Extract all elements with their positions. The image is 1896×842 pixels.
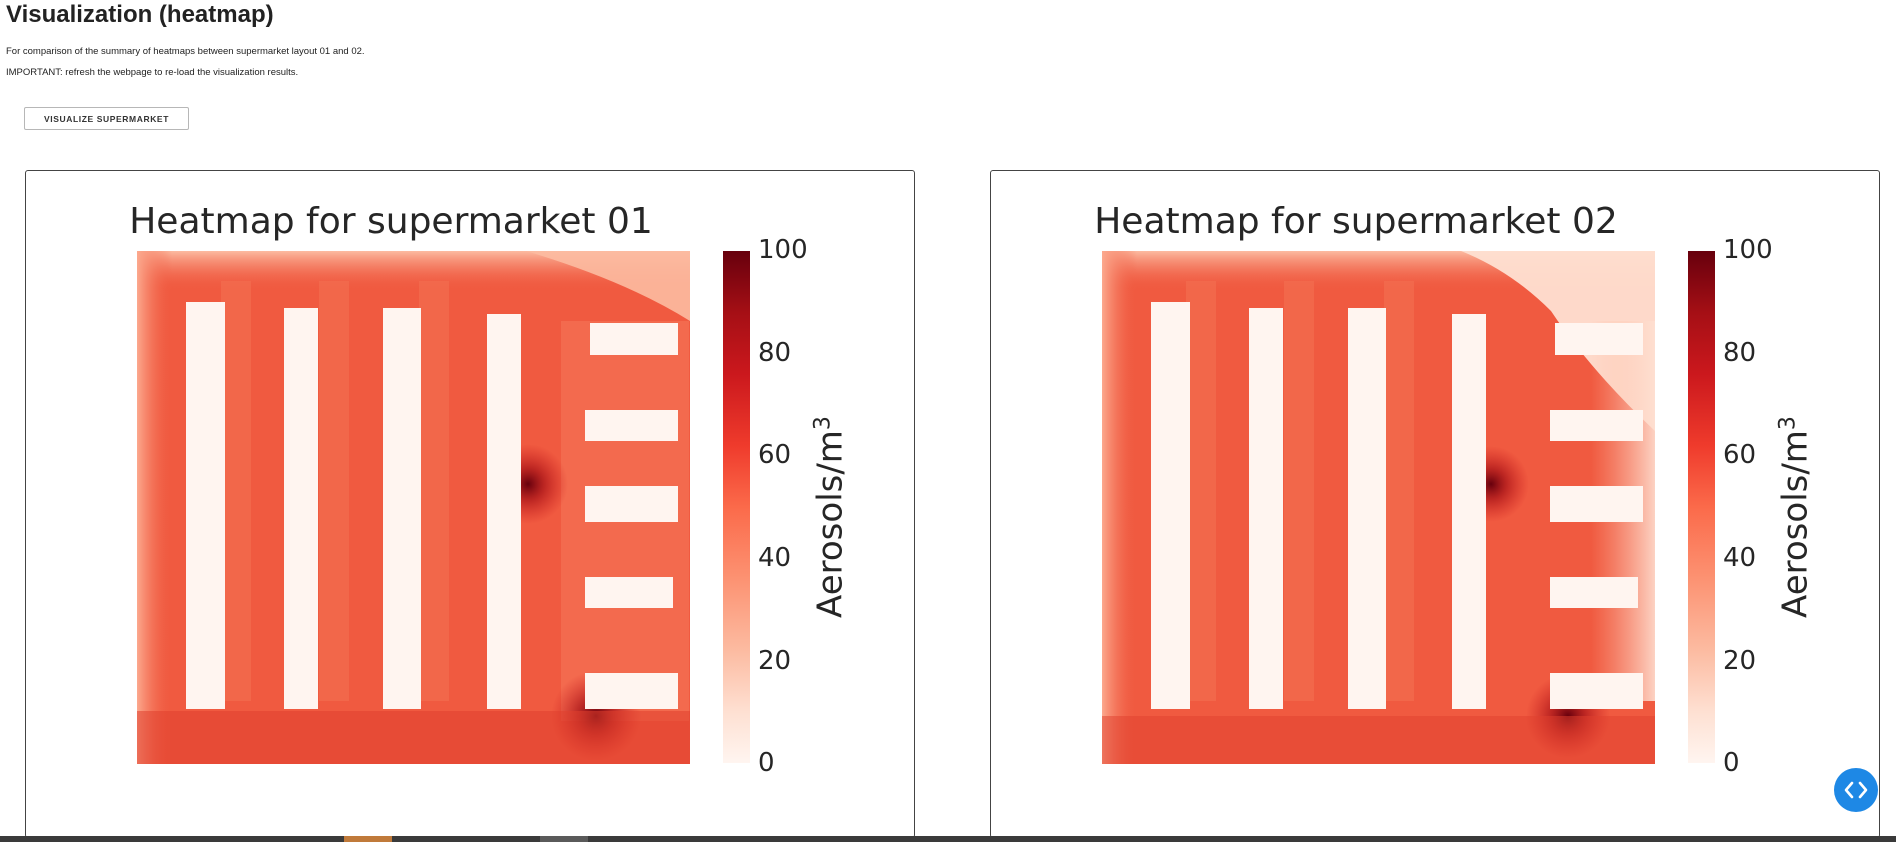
colorbar-tick: 60 <box>758 440 792 470</box>
colorbar-tick: 60 <box>1723 440 1757 470</box>
shelf <box>1249 308 1283 709</box>
aisle-band <box>1284 281 1314 701</box>
colorbar-tick: 100 <box>758 235 808 265</box>
aisle-band <box>419 281 449 701</box>
page-title: Visualization (heatmap) <box>6 1 274 28</box>
heatmap-plot <box>137 251 690 764</box>
shelf <box>1151 302 1190 709</box>
shelf <box>1550 486 1643 522</box>
colorbar-tick: 0 <box>758 748 775 778</box>
colorbar-label: Aerosols/m3 <box>1775 416 1816 618</box>
shelf <box>1555 323 1643 355</box>
heatmap-title: Heatmap for supermarket 02 <box>1094 201 1618 242</box>
colorbar-tick: 0 <box>1723 748 1740 778</box>
shelf <box>1452 314 1486 709</box>
code-brackets-icon[interactable] <box>1834 768 1878 812</box>
shelf <box>1348 308 1386 709</box>
heat-bottom-band <box>1102 716 1655 764</box>
shelf <box>1550 410 1643 441</box>
heat-edge-left <box>1102 251 1137 764</box>
colorbar-tick: 20 <box>1723 646 1757 676</box>
colorbar-tick: 40 <box>1723 543 1757 573</box>
aisle-band <box>1186 281 1216 701</box>
shelf <box>585 486 678 522</box>
shelf <box>1550 577 1638 608</box>
shelf <box>487 314 521 709</box>
colorbar-tick: 20 <box>758 646 792 676</box>
heat-edge-left <box>137 251 172 764</box>
heat-bottom-band <box>137 711 690 764</box>
shelf <box>284 308 318 709</box>
bottom-scrollbar[interactable] <box>0 836 1896 842</box>
colorbar-label: Aerosols/m3 <box>810 416 851 618</box>
colorbar <box>723 251 750 763</box>
scrollbar-segment[interactable] <box>540 836 588 842</box>
aisle-band <box>1384 281 1414 701</box>
heatmap-panel-01: Heatmap for supermarket 01 <box>25 170 915 838</box>
shelf <box>585 577 673 608</box>
colorbar-tick: 40 <box>758 543 792 573</box>
colorbar-tick: 80 <box>1723 338 1757 368</box>
aisle-band <box>221 281 251 701</box>
code-brackets-glyph <box>1844 781 1868 799</box>
shelf <box>383 308 421 709</box>
visualize-supermarket-button[interactable]: VISUALIZE SUPERMARKET <box>24 107 189 130</box>
page-description: For comparison of the summary of heatmap… <box>6 46 365 57</box>
colorbar <box>1688 251 1715 763</box>
heatmap-plot <box>1102 251 1655 764</box>
heatmap-panel-02: Heatmap for supermarket 02 <box>990 170 1880 838</box>
colorbar-tick: 100 <box>1723 235 1773 265</box>
shelf <box>585 410 678 441</box>
shelf <box>585 673 678 709</box>
shelf <box>186 302 225 709</box>
aisle-band <box>319 281 349 701</box>
shelf <box>590 323 678 355</box>
heat-light-corner <box>526 251 690 321</box>
scrollbar-segment[interactable] <box>344 836 392 842</box>
important-note: IMPORTANT: refresh the webpage to re-loa… <box>6 67 299 78</box>
colorbar-tick: 80 <box>758 338 792 368</box>
shelf <box>1550 673 1643 709</box>
heat-light-corner <box>1461 251 1655 431</box>
heatmap-title: Heatmap for supermarket 01 <box>129 201 653 242</box>
